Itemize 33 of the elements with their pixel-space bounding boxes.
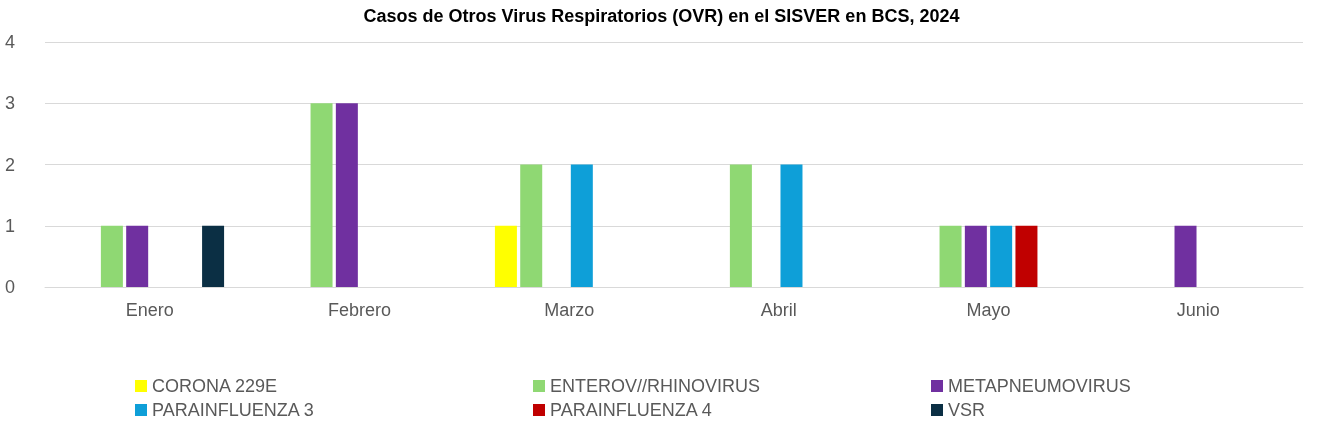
bar <box>310 103 333 287</box>
chart-title: Casos de Otros Virus Respiratorios (OVR) en el SISVER en BCS, 2024 <box>363 6 960 26</box>
y-tick-label: 4 <box>4 32 15 52</box>
legend-label: PARAINFLUENZA 3 <box>152 400 314 420</box>
legend-label: ENTEROV//RHINOVIRUS <box>550 376 761 396</box>
bar <box>520 164 543 287</box>
y-tick-label: 2 <box>4 154 15 175</box>
legend-label: METAPNEUMOVIRUS <box>948 376 1131 396</box>
bar <box>780 164 803 287</box>
x-tick-label: Marzo <box>544 300 595 320</box>
legend-label: PARAINFLUENZA 4 <box>550 400 712 420</box>
bar <box>202 225 225 287</box>
y-tick-label: 0 <box>4 277 15 297</box>
x-tick-label: Enero <box>125 300 174 320</box>
x-tick-label: Mayo <box>966 300 1011 320</box>
x-tick-label: Junio <box>1176 300 1220 320</box>
bar <box>1015 225 1038 287</box>
bar <box>1174 225 1197 287</box>
bar <box>939 225 962 287</box>
bar <box>335 103 358 287</box>
legend-label: CORONA 229E <box>152 376 278 396</box>
bar <box>964 225 987 287</box>
bar <box>570 164 593 287</box>
x-tick-label: Abril <box>760 300 797 320</box>
bar <box>990 225 1013 287</box>
y-tick-label: 3 <box>4 93 15 114</box>
bar <box>494 225 517 287</box>
bar <box>126 225 149 287</box>
y-tick-label: 1 <box>4 215 15 236</box>
bar <box>100 225 123 287</box>
bar <box>729 164 752 287</box>
x-tick-label: Febrero <box>327 300 392 320</box>
legend-label: VSR <box>948 400 986 420</box>
